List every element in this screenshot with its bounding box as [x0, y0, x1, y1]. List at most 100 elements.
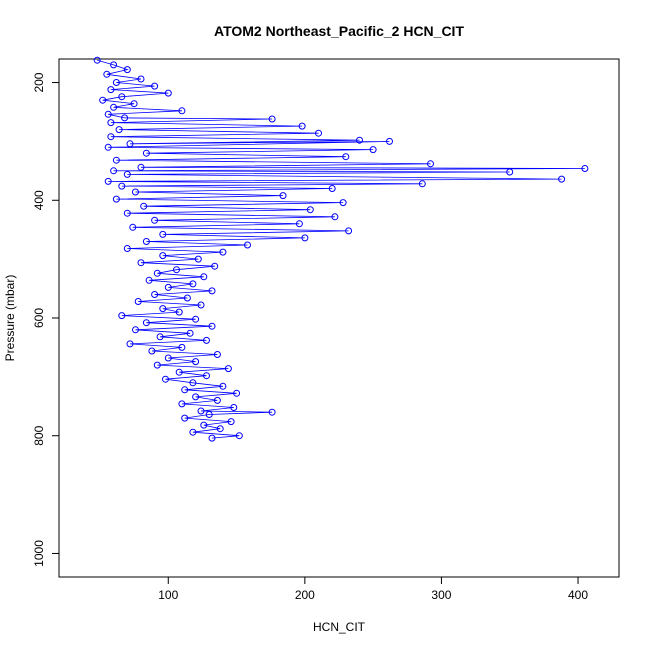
data-point — [159, 252, 167, 260]
series-points — [93, 56, 589, 442]
data-point — [142, 319, 150, 327]
data-point — [208, 434, 216, 442]
data-point — [342, 153, 350, 161]
data-point — [205, 411, 213, 418]
data-point — [227, 418, 235, 426]
data-point — [230, 404, 238, 411]
data-point — [123, 245, 131, 252]
data-point — [115, 126, 123, 134]
data-point — [129, 223, 137, 231]
data-point — [145, 276, 153, 284]
data-point — [137, 163, 145, 171]
data-point — [208, 322, 216, 330]
data-point — [244, 241, 251, 249]
data-point — [137, 259, 145, 267]
data-point — [295, 220, 303, 228]
y-axis-label: Pressure (mbar) — [3, 275, 17, 362]
chart-title: ATOM2 Northeast_Pacific_2 HCN_CIT — [214, 23, 464, 39]
data-point — [183, 294, 191, 302]
data-point — [386, 137, 393, 145]
data-point — [189, 428, 197, 436]
data-point — [208, 287, 216, 295]
data-point — [159, 305, 167, 313]
data-point — [162, 375, 169, 383]
data-point — [112, 195, 120, 203]
data-point — [356, 136, 363, 144]
data-point — [197, 407, 205, 415]
data-point — [216, 425, 224, 433]
data-point — [110, 103, 118, 111]
series-line — [97, 59, 585, 439]
data-point — [181, 414, 189, 422]
data-point — [118, 182, 126, 190]
data-point — [178, 343, 186, 351]
data-point — [175, 368, 183, 376]
data-point — [123, 170, 131, 178]
data-point — [178, 107, 186, 115]
data-point — [192, 315, 200, 323]
x-tick-label: 200 — [295, 588, 315, 602]
data-point — [173, 266, 180, 274]
data-point — [156, 333, 164, 341]
data-point — [153, 361, 161, 369]
data-point — [151, 82, 159, 90]
data-point — [164, 89, 172, 97]
data-point — [148, 347, 156, 355]
data-point — [107, 86, 115, 94]
data-point — [123, 209, 131, 217]
x-tick-label: 300 — [431, 588, 451, 602]
data-point — [93, 56, 101, 64]
data-point — [142, 238, 150, 245]
y-tick-label: 800 — [32, 425, 46, 445]
data-point — [107, 133, 115, 141]
data-point — [126, 140, 134, 148]
y-tick-label: 600 — [32, 308, 46, 328]
data-point — [151, 216, 159, 224]
data-point — [99, 96, 107, 104]
data-point — [211, 262, 219, 270]
series-lines — [97, 59, 585, 439]
data-point — [581, 165, 589, 172]
data-point — [137, 75, 145, 83]
data-point — [224, 365, 232, 373]
data-point — [118, 312, 126, 320]
data-point — [219, 248, 227, 256]
data-point — [142, 149, 150, 157]
data-point — [103, 70, 111, 78]
data-point — [558, 175, 566, 183]
data-point — [164, 283, 172, 291]
data-point — [306, 206, 314, 214]
data-point — [328, 185, 336, 192]
x-axis-label: HCN_CIT — [313, 620, 366, 634]
x-tick-label: 100 — [158, 588, 178, 602]
data-point — [126, 340, 134, 348]
data-point — [197, 301, 205, 309]
data-point — [315, 129, 322, 137]
data-point — [140, 202, 148, 210]
data-point — [130, 100, 138, 108]
data-point — [132, 326, 139, 334]
data-point — [189, 280, 197, 288]
data-point — [159, 230, 167, 238]
data-point — [134, 298, 142, 305]
data-point — [178, 400, 186, 408]
data-point — [192, 393, 200, 401]
data-point — [298, 122, 306, 130]
data-point — [112, 156, 120, 164]
data-point — [200, 273, 208, 281]
data-point — [189, 379, 197, 387]
data-point — [203, 372, 210, 380]
data-point — [192, 358, 200, 366]
data-point — [427, 160, 434, 168]
x-axis: 100 200 300 400 — [158, 577, 588, 602]
data-point — [233, 389, 241, 397]
plot-frame — [58, 58, 620, 578]
data-point — [181, 386, 189, 394]
y-axis: 200 400 600 800 1000 — [32, 72, 59, 567]
data-point — [235, 432, 243, 440]
data-point — [369, 146, 377, 154]
data-point — [107, 119, 115, 127]
data-point — [203, 336, 210, 344]
data-point — [279, 192, 287, 200]
